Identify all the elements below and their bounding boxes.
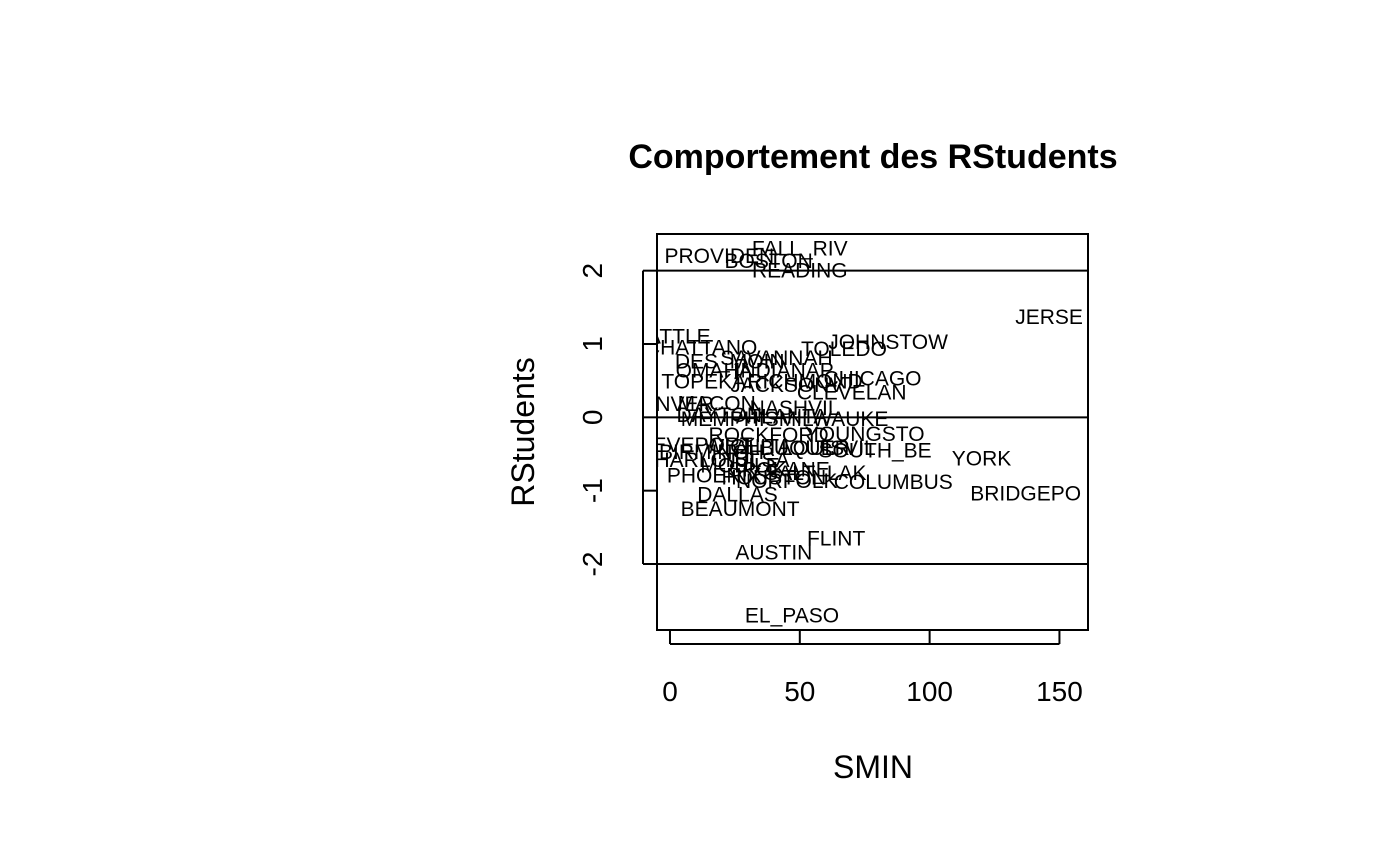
data-point-label: JOHNSTOW: [828, 331, 948, 354]
data-point-label: MACON: [678, 392, 756, 415]
data-point-label: JACKSONV: [730, 374, 843, 397]
reference-lines: [657, 269, 1088, 565]
y-tick-label: -1: [577, 478, 608, 503]
data-point-label: BIRMINGH: [659, 441, 764, 464]
data-point-label: BRIDGEPO: [970, 483, 1081, 506]
data-point-label: DENVER: [626, 393, 714, 416]
data-point-label: DES_MOIN: [675, 351, 785, 374]
data-point-label: PROVIDEN: [664, 245, 774, 268]
chart-title: Comportement des RStudents: [628, 138, 1117, 176]
data-point-label: TOPEKA: [661, 370, 746, 393]
data-point-label: CLEVELAN: [797, 381, 907, 404]
data-point-label: EL_PASO: [745, 604, 839, 627]
x-tick-label: 50: [784, 676, 815, 707]
data-point-label: CHICAGO: [823, 367, 921, 390]
data-point-label: OMAHA: [676, 359, 753, 382]
data-point-label: SHREVEPORT: [608, 434, 752, 457]
data-point-label: SPOKANE: [728, 458, 830, 481]
y-tick-label: -2: [577, 552, 608, 577]
axes: 0 50 100 150 -2 -1 0 1 2: [577, 263, 1083, 707]
data-point-label: CHARLOTT: [639, 449, 752, 472]
data-point-label: AUSTIN: [735, 541, 812, 564]
data-point-label: WICHITA: [704, 436, 791, 459]
x-tick-label: 100: [906, 676, 953, 707]
x-axis-label: SMIN: [833, 749, 913, 785]
data-point-label: NORFOLK: [736, 470, 838, 493]
x-tick-label: 0: [662, 676, 678, 707]
y-tick-label: 0: [577, 410, 608, 426]
data-point-label: SEATTLE: [619, 326, 711, 349]
data-point-label: DALLAS: [697, 483, 778, 506]
data-point-label: TOLEDO: [801, 338, 887, 361]
y-axis-label: RStudents: [505, 357, 541, 506]
data-point-label: PHOENIX: [667, 464, 762, 487]
data-point-label: SALT_LAK: [764, 462, 866, 485]
data-point-label: ALBUQUER: [734, 437, 850, 460]
data-point-label: LOUISVIL: [781, 437, 876, 460]
data-point-label: YORK: [952, 447, 1012, 470]
data-point-label: JERSE: [1015, 306, 1083, 329]
data-point-label: MEMPHIS: [681, 408, 779, 431]
data-point-label: FALL_RIV: [752, 238, 848, 261]
data-point-label: ROCKFORD: [709, 424, 829, 447]
data-point-label: READING: [752, 260, 848, 283]
x-tick-label: 150: [1036, 676, 1083, 707]
data-point-label: NASHVIL: [750, 397, 840, 420]
data-point-label: BEAUMONT: [681, 498, 800, 521]
data-point-label: FLINT: [807, 527, 866, 550]
data-point-label: YOUNGSTO: [805, 423, 925, 446]
y-tick-label: 1: [577, 336, 608, 352]
data-point-label: HOUSTON: [722, 466, 827, 489]
data-point-label: COLUMBUS: [834, 471, 953, 494]
data-point-label: MILWAUKE: [779, 408, 889, 431]
data-point-label: ATLANTA: [736, 406, 827, 429]
data-point-label: RICHMOND: [747, 370, 863, 393]
y-tick-label: 2: [577, 263, 608, 279]
data-point-label: MOBILE: [700, 455, 779, 478]
plot-frame: [656, 233, 1089, 631]
data-point-label: DAYTON: [677, 404, 763, 427]
data-point-label: SAVANNAH: [720, 347, 832, 370]
data-point-label: SOUTH_BE: [818, 439, 931, 462]
data-point-label: CHATTANO: [645, 337, 757, 360]
data-point-label: INDIANAP: [735, 359, 834, 382]
data-point-label: BOSTON: [724, 250, 812, 273]
data-point-label: TULSA: [722, 449, 790, 472]
